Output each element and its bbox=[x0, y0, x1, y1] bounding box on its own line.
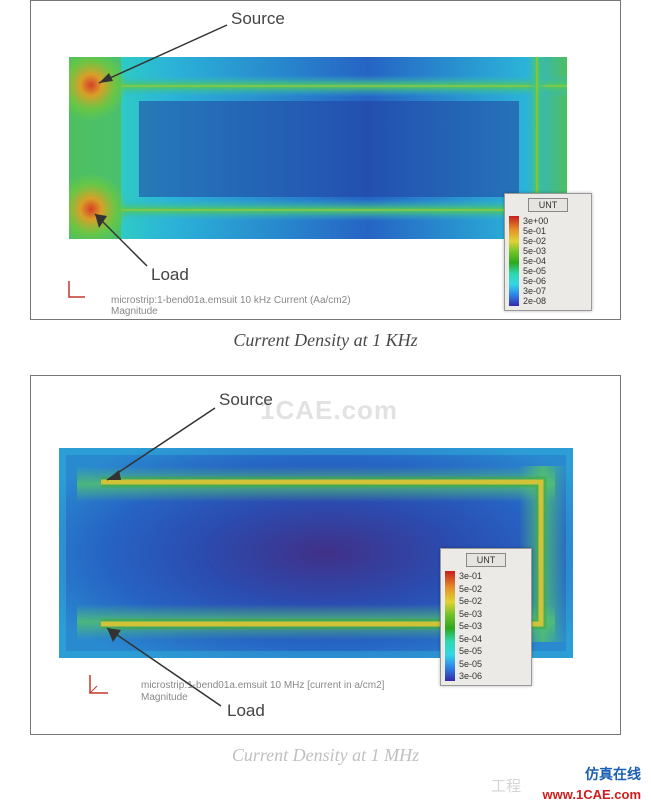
legend-label: 3e+00 bbox=[523, 216, 548, 226]
watermark-br2: www.1CAE.com bbox=[543, 787, 641, 802]
footer-line-2: Magnitude bbox=[111, 306, 158, 317]
legend-labels: 3e-01 5e-02 5e-02 5e-03 5e-03 5e-04 5e-0… bbox=[459, 571, 482, 681]
legend-label: 3e-06 bbox=[459, 671, 482, 681]
load-arrow bbox=[79, 206, 169, 272]
legend-label: 5e-05 bbox=[459, 646, 482, 656]
legend-label: 5e-02 bbox=[523, 236, 548, 246]
legend-labels: 3e+00 5e-01 5e-02 5e-03 5e-04 5e-05 5e-0… bbox=[523, 216, 548, 306]
footer-line-1: microstrip:1-bend01a.emsuit 10 kHz Curre… bbox=[111, 295, 351, 306]
source-label: Source bbox=[219, 390, 273, 410]
legend-1khz: UNT bbox=[504, 193, 592, 311]
load-label: Load bbox=[151, 265, 189, 285]
caption-1khz: Current Density at 1 KHz bbox=[30, 330, 621, 351]
legend-label: 3e-01 bbox=[459, 571, 482, 581]
legend-1mhz: UNT bbox=[440, 548, 532, 686]
caption-1mhz: Current Density at 1 MHz bbox=[30, 745, 621, 766]
source-label: Source bbox=[231, 9, 285, 29]
axis-marker bbox=[67, 279, 87, 302]
legend-label: 5e-06 bbox=[523, 276, 548, 286]
panel-1mhz: Source Load bbox=[30, 375, 621, 735]
legend-label: 5e-04 bbox=[459, 634, 482, 644]
source-arrow bbox=[89, 402, 239, 484]
load-label: Load bbox=[227, 701, 265, 721]
load-arrow bbox=[91, 622, 241, 712]
legend-ramp bbox=[445, 571, 455, 681]
legend-label: 5e-02 bbox=[459, 584, 482, 594]
legend-label: 5e-05 bbox=[459, 659, 482, 669]
legend-title: UNT bbox=[528, 198, 569, 212]
legend-label: 5e-05 bbox=[523, 266, 548, 276]
legend-label: 3e-07 bbox=[523, 286, 548, 296]
legend-label: 5e-03 bbox=[523, 246, 548, 256]
legend-label: 5e-01 bbox=[523, 226, 548, 236]
watermark-br1: 仿真在线 bbox=[585, 764, 641, 784]
legend-label: 5e-03 bbox=[459, 609, 482, 619]
legend-ramp bbox=[509, 216, 519, 306]
legend-label: 5e-03 bbox=[459, 621, 482, 631]
legend-title: UNT bbox=[466, 553, 507, 567]
watermark-rf: 工程 bbox=[491, 775, 521, 796]
watermark-center: 1CAE.com bbox=[260, 395, 398, 426]
source-arrow bbox=[79, 21, 239, 91]
panel-1khz: Source Load bbox=[30, 0, 621, 320]
legend-label: 2e-08 bbox=[523, 296, 548, 306]
legend-label: 5e-04 bbox=[523, 256, 548, 266]
legend-label: 5e-02 bbox=[459, 596, 482, 606]
